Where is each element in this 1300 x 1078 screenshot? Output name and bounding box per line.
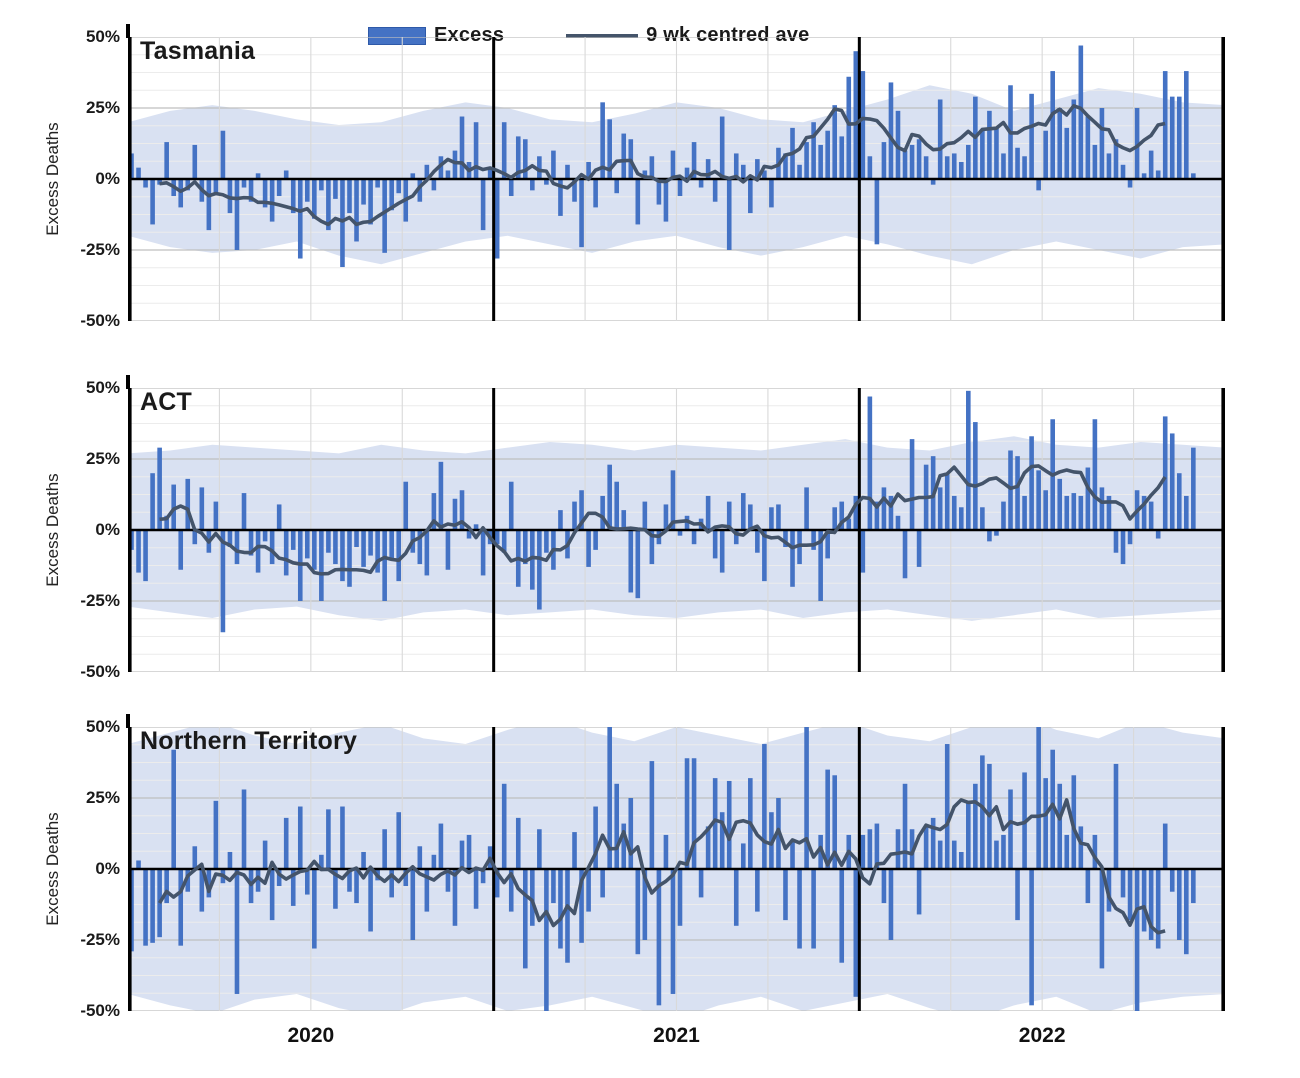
avg-legend-label: 9 wk centred ave — [646, 24, 810, 46]
x-axis-year-label: 2020 — [287, 1024, 335, 1047]
y-axis-title: Excess Deaths — [43, 812, 62, 926]
y-tick-label: 50% — [85, 27, 120, 46]
moving-average-line — [159, 464, 1167, 576]
moving-average-line — [159, 103, 1166, 227]
excess-legend-label: Excess — [434, 24, 505, 46]
y-tick-label: 50% — [85, 378, 120, 397]
y-tick-label: 0% — [95, 520, 120, 539]
x-axis-year-label: 2022 — [1018, 1024, 1066, 1047]
plot-area-nt — [128, 727, 1225, 1011]
panel-title-act: ACT — [140, 388, 192, 416]
panel-title-northern-territory: Northern Territory — [140, 727, 358, 755]
y-tick-label: -50% — [80, 1001, 120, 1020]
y-tick-label: -50% — [80, 662, 120, 681]
y-tick-label: 0% — [95, 169, 120, 188]
y-tick-label: 25% — [85, 449, 120, 468]
avg-line-legend-swatch — [566, 33, 639, 38]
y-axis-extension — [126, 375, 130, 389]
y-tick-label: -25% — [80, 591, 120, 610]
y-axis-title: Excess Deaths — [43, 122, 62, 236]
plot-area-tasmania — [128, 37, 1225, 321]
y-axis-extension — [126, 24, 130, 38]
chart-legend: Excess 9 wk centred ave — [368, 24, 809, 47]
y-tick-label: 25% — [85, 788, 120, 807]
y-tick-label: 50% — [85, 717, 120, 736]
excess-bar-legend-swatch — [368, 26, 426, 45]
y-axis-title: Excess Deaths — [43, 473, 62, 587]
y-tick-label: 0% — [95, 859, 120, 878]
y-tick-label: -50% — [80, 311, 120, 330]
x-axis-year-label: 2021 — [653, 1024, 700, 1047]
panel-act: ACT — [128, 388, 1225, 672]
panel-tasmania: Tasmania — [128, 37, 1225, 321]
moving-average-line — [157, 798, 1166, 935]
panel-northern-territory: Northern Territory — [128, 727, 1225, 1011]
y-tick-label: -25% — [80, 930, 120, 949]
y-tick-label: -25% — [80, 240, 120, 259]
panel-title-tasmania: Tasmania — [140, 37, 256, 65]
plot-area-act — [128, 388, 1225, 672]
y-tick-label: 25% — [85, 98, 120, 117]
y-axis-extension — [126, 714, 130, 728]
